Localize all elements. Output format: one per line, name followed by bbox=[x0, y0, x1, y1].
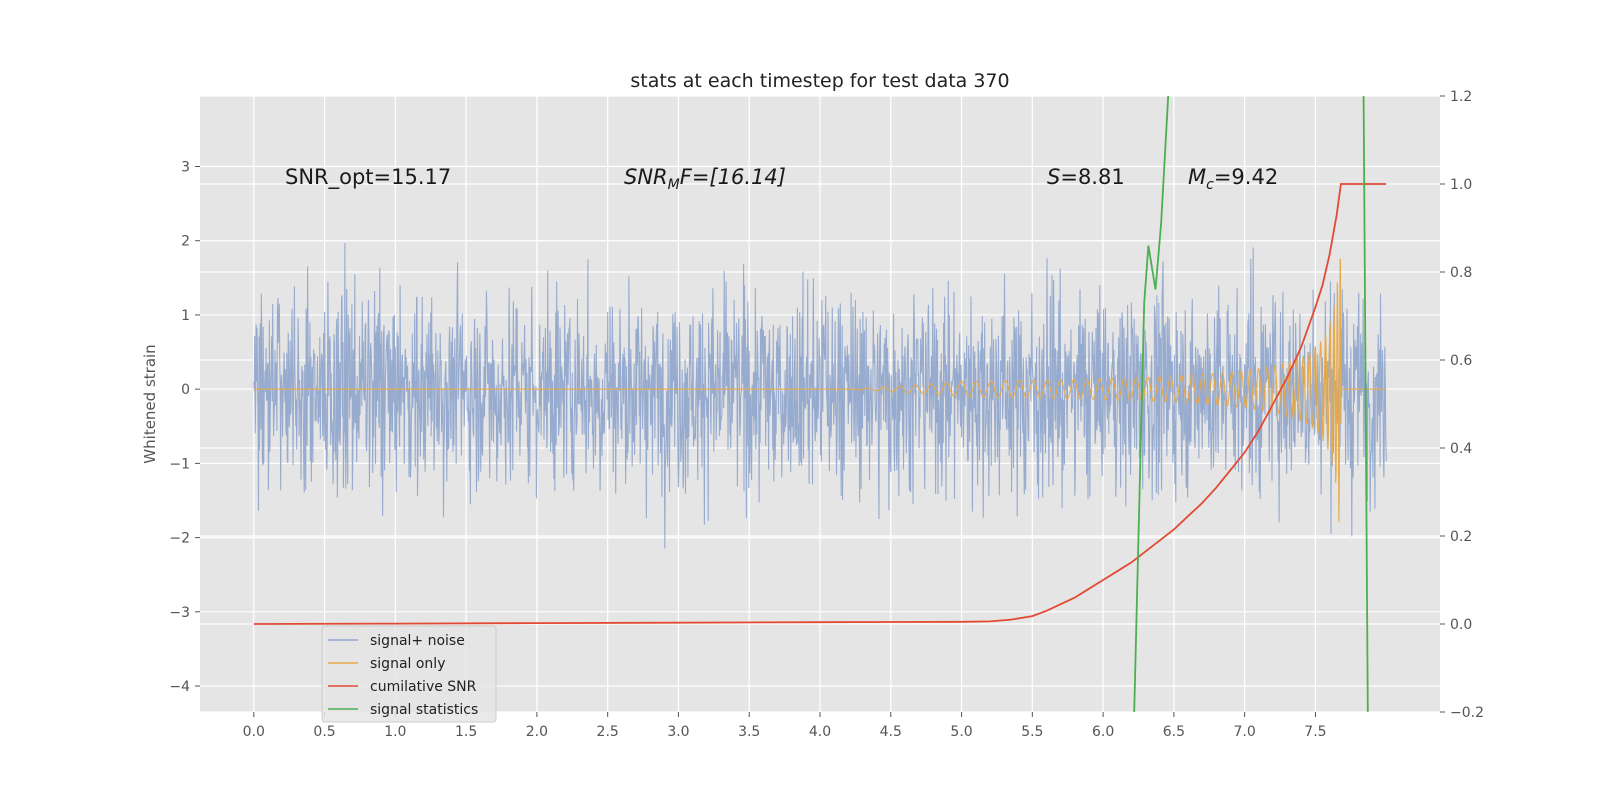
legend-label-signal-noise: signal+ noise bbox=[370, 633, 465, 649]
y2-tick-label-3: 0.6 bbox=[1450, 353, 1472, 369]
annotation-mc-rest: =9.42 bbox=[1214, 165, 1278, 189]
signal-noise-line bbox=[253, 242, 1387, 549]
annotation-mc-sub: c bbox=[1206, 177, 1214, 193]
annotation-s-stat-italic: S bbox=[1047, 165, 1060, 189]
cumilative-snr-line bbox=[253, 183, 1387, 625]
x-axis-ticks: 0.0 0.5 1.0 1.5 2.0 2.5 3.0 3.5 4.0 4.5 5.0 5.5 6.0 6… bbox=[243, 712, 1327, 740]
y-tick-label-2: 1 bbox=[181, 308, 190, 324]
annotation-snr-opt: SNR_opt=15.17 bbox=[285, 165, 451, 190]
signal-statistics-segment-0 bbox=[1133, 96, 1170, 712]
chart-title: stats at each timestep for test data 370 bbox=[630, 70, 1009, 92]
x-tick-label-4: 2.0 bbox=[526, 724, 548, 740]
y2-tick-label-1: 1.0 bbox=[1450, 177, 1472, 193]
y2-tick-label-5: 0.2 bbox=[1450, 529, 1472, 545]
legend: signal+ noise signal only cumilative SNR… bbox=[321, 625, 497, 723]
series-layer bbox=[253, 96, 1387, 712]
x-tick-label-0: 0.0 bbox=[243, 724, 265, 740]
annotation-s-stat: S=8.81 bbox=[1047, 165, 1125, 189]
y-axis-ticks: 3 2 1 0 −1 −2 −3 −4 bbox=[169, 160, 200, 695]
y2-tick-label-7: −0.2 bbox=[1450, 705, 1484, 721]
x-tick-label-10: 5.0 bbox=[950, 724, 972, 740]
x-tick-label-3: 1.5 bbox=[455, 724, 477, 740]
x-tick-label-9: 4.5 bbox=[880, 724, 902, 740]
legend-label-cumilative-snr: cumilative SNR bbox=[370, 679, 477, 695]
y-tick-label-6: −3 bbox=[169, 605, 190, 621]
x-tick-label-11: 5.5 bbox=[1021, 724, 1043, 740]
x-tick-label-15: 7.5 bbox=[1304, 724, 1326, 740]
y-axis-label: Whitened strain bbox=[141, 344, 159, 463]
x-tick-label-5: 2.5 bbox=[597, 724, 619, 740]
annotation-snr-mf-main: SNR bbox=[624, 165, 668, 189]
y2-tick-label-0: 1.2 bbox=[1450, 89, 1472, 105]
y2-tick-label-2: 0.8 bbox=[1450, 265, 1472, 281]
legend-box bbox=[321, 625, 497, 723]
y-tick-label-7: −4 bbox=[169, 679, 190, 695]
x-tick-label-14: 7.0 bbox=[1234, 724, 1256, 740]
series-signal-statistics bbox=[1133, 96, 1369, 712]
annotation-snr-mf: SNRMF=[16.14] bbox=[624, 165, 786, 193]
legend-label-signal-statistics: signal statistics bbox=[370, 702, 478, 718]
x-tick-label-1: 0.5 bbox=[313, 724, 335, 740]
legend-label-signal-only: signal only bbox=[370, 656, 445, 672]
annotation-snr-mf-rest: F=[16.14] bbox=[680, 165, 786, 189]
signal-statistics-segment-1 bbox=[1362, 96, 1369, 712]
annotation-mc: Mc=9.42 bbox=[1188, 165, 1278, 193]
y-tick-label-0: 3 bbox=[181, 160, 190, 176]
series-signal-noise bbox=[253, 242, 1387, 549]
annotation-snr-mf-sub: M bbox=[668, 177, 680, 193]
x-tick-label-12: 6.0 bbox=[1092, 724, 1114, 740]
y-tick-label-1: 2 bbox=[181, 234, 190, 250]
y2-axis-ticks: 1.2 1.0 0.8 0.6 0.4 0.2 0.0 −0.2 bbox=[1440, 89, 1484, 721]
annotations: SNR_opt=15.17 SNRMF=[16.14] S=8.81 Mc=9.… bbox=[285, 165, 1278, 193]
x-tick-label-6: 3.0 bbox=[667, 724, 689, 740]
x-tick-label-8: 4.0 bbox=[809, 724, 831, 740]
series-cumilative-snr bbox=[253, 183, 1387, 625]
y2-tick-label-6: 0.0 bbox=[1450, 617, 1472, 633]
x-tick-label-13: 6.5 bbox=[1163, 724, 1185, 740]
y2-tick-label-4: 0.4 bbox=[1450, 441, 1472, 457]
annotation-mc-main: M bbox=[1188, 165, 1206, 189]
y-tick-label-5: −2 bbox=[169, 531, 190, 547]
x-tick-label-7: 3.5 bbox=[738, 724, 760, 740]
series-signal-only bbox=[253, 258, 1387, 523]
x-tick-label-2: 1.0 bbox=[384, 724, 406, 740]
y-tick-label-4: −1 bbox=[169, 456, 190, 472]
signal-only-line bbox=[253, 258, 1387, 523]
annotation-s-stat-rest: =8.81 bbox=[1060, 165, 1124, 189]
y-tick-label-3: 0 bbox=[181, 382, 190, 398]
